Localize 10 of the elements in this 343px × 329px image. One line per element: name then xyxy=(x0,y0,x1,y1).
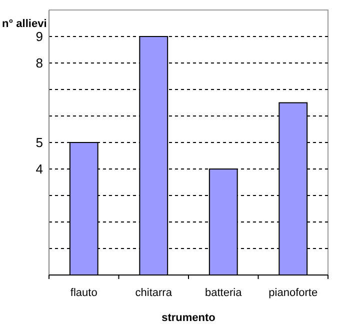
y-tick-label: 5 xyxy=(36,135,43,150)
x-tick-label: flauto xyxy=(70,287,98,299)
x-tick-label: batteria xyxy=(205,287,243,299)
y-tick-label: 9 xyxy=(36,29,43,44)
x-tick-label: chitarra xyxy=(135,287,173,299)
y-axis-title: n° allievi xyxy=(2,18,47,30)
x-axis-title: strumento xyxy=(162,312,216,324)
y-tick-label: 8 xyxy=(36,56,43,71)
y-tick-label: 4 xyxy=(36,162,43,177)
x-tick-label: pianoforte xyxy=(268,287,318,299)
